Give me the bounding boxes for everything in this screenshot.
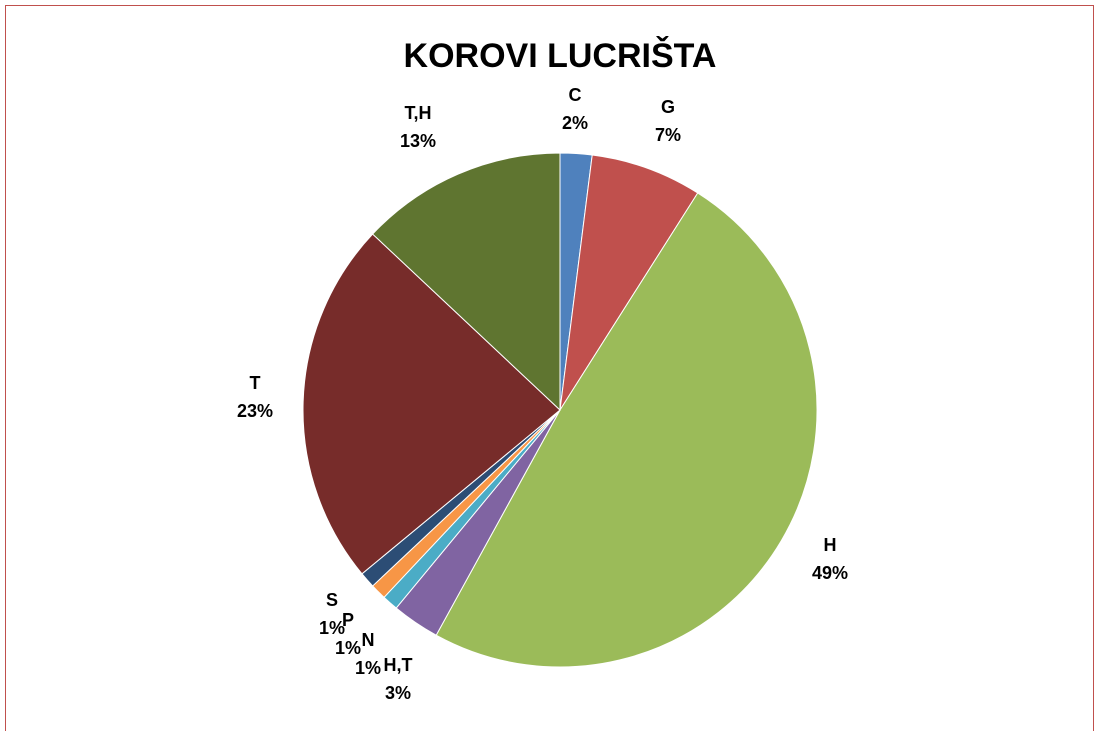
pie-slice — [371, 152, 561, 412]
slice-value-label: 3% — [385, 683, 411, 703]
slice-category-label: H — [824, 535, 837, 555]
slice-category-label: C — [569, 85, 582, 105]
slice-category-label: P — [342, 610, 354, 630]
slice-value-label: 1% — [335, 638, 361, 658]
slice-category-label: S — [326, 590, 338, 610]
slice-category-label: T — [250, 373, 261, 393]
slice-value-label: 49% — [812, 563, 848, 583]
chart-title: KOROVI LUCRIŠTA — [404, 36, 717, 75]
slice-value-label: 13% — [400, 131, 436, 151]
slice-value-label: 7% — [655, 125, 681, 145]
slice-value-label: 1% — [355, 658, 381, 678]
slice-value-label: 1% — [319, 618, 345, 638]
slice-value-label: 2% — [562, 113, 588, 133]
slice-category-label: H,T — [384, 655, 413, 675]
slice-category-label: G — [661, 97, 675, 117]
pie-slice — [559, 154, 699, 411]
pie-slice — [302, 233, 561, 575]
slice-value-label: 23% — [237, 401, 273, 421]
pie-slice — [435, 192, 818, 668]
slice-category-label: T,H — [405, 103, 432, 123]
slice-category-label: N — [362, 630, 375, 650]
